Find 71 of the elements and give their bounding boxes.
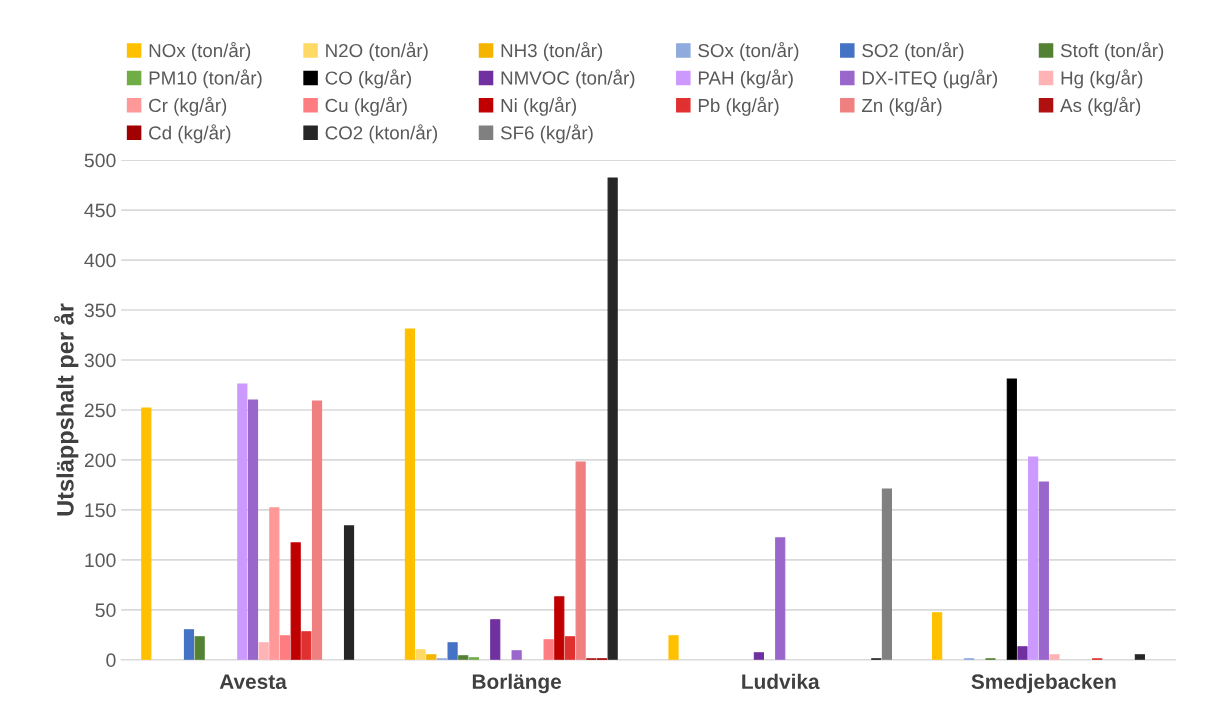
y-tick-label: 450: [84, 203, 116, 218]
legend-label: Ni (kg/år): [501, 96, 577, 116]
legend-label: Cu (kg/år): [325, 96, 407, 116]
y-axis-title: Utsläppshalt per år: [54, 303, 79, 516]
y-tick-label: 400: [84, 253, 116, 268]
x-tick-label: Ludvika: [742, 673, 820, 690]
bar: [194, 636, 205, 660]
legend-label: SO2 (ton/år): [862, 41, 964, 61]
legend-label: Hg (kg/år): [1061, 69, 1143, 89]
bar: [426, 654, 437, 660]
bar: [1134, 654, 1145, 660]
y-tick-label: 350: [84, 303, 116, 318]
bar: [258, 642, 269, 660]
y-tick-label: 200: [84, 453, 116, 468]
legend-label: NMVOC (ton/år): [501, 69, 635, 89]
bar: [543, 639, 554, 660]
legend-label: PAH (kg/år): [698, 69, 793, 89]
bar: [775, 537, 786, 660]
legend-label: Cr (kg/år): [149, 96, 227, 116]
bar: [279, 635, 291, 660]
bar: [343, 525, 355, 660]
bar: [247, 399, 259, 660]
x-tick-label: Avesta: [219, 674, 287, 690]
bar: [311, 400, 323, 660]
bar: [404, 328, 416, 660]
legend-label: NOx (ton/år): [149, 41, 251, 61]
legend-label: Cd (kg/år): [149, 124, 231, 144]
y-tick-label: 50: [95, 603, 116, 618]
bar: [1017, 646, 1028, 660]
bar: [1038, 481, 1049, 660]
bar: [237, 383, 248, 660]
bar: [141, 407, 152, 660]
bar: [290, 542, 301, 660]
bar: [183, 629, 195, 660]
bar: [607, 177, 618, 660]
bar: [932, 612, 943, 660]
legend-label: N2O (ton/år): [326, 41, 428, 61]
bar: [511, 650, 522, 660]
bar: [301, 631, 312, 660]
y-tick-label: 250: [84, 403, 116, 418]
legend-label: SF6 (kg/år): [500, 124, 593, 144]
bar: [1049, 654, 1060, 660]
bar: [1028, 456, 1039, 660]
bar: [753, 652, 764, 660]
bar: [447, 642, 458, 660]
y-tick-label: 500: [84, 153, 116, 168]
x-tick-label: Borlänge: [472, 673, 562, 694]
y-tick-label: 100: [85, 553, 116, 568]
x-tick-label: Smedjebacken: [971, 673, 1116, 694]
legend-label: CO (kg/år): [325, 69, 411, 89]
legend-label: As (kg/år): [1060, 96, 1141, 116]
legend-label: CO2 (kton/år): [325, 124, 438, 144]
bar: [415, 649, 426, 660]
bar: [1006, 378, 1017, 660]
bar: [554, 596, 565, 660]
legend-label: Pb (kg/år): [698, 96, 779, 116]
bar: [668, 635, 679, 660]
legend-label: Zn (kg/år): [861, 96, 942, 116]
bar: [881, 488, 893, 660]
y-tick-label: 300: [84, 353, 116, 368]
legend-label: PM10 (ton/år): [149, 69, 262, 89]
legend-label: SOx (ton/år): [698, 41, 799, 61]
bar: [269, 507, 280, 660]
legend-label: NH3 (ton/år): [501, 41, 603, 61]
y-tick-label: 150: [85, 503, 116, 518]
bar: [564, 636, 576, 660]
legend-label: Stoft (ton/år): [1060, 41, 1164, 61]
y-tick-label: 0: [106, 653, 116, 668]
legend-label: DX-ITEQ (µg/år): [862, 69, 998, 89]
bar: [490, 619, 501, 660]
bar: [575, 461, 586, 660]
